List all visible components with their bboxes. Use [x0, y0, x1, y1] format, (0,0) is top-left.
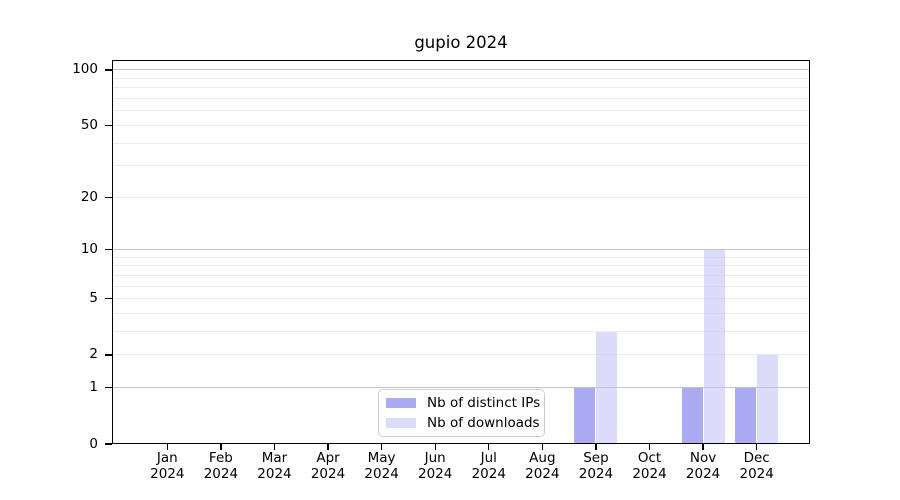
year-label: 2024 — [150, 465, 185, 482]
month-label: Apr — [316, 450, 340, 466]
year-label: 2024 — [203, 465, 239, 482]
bar-distinct-ips-nov — [681, 387, 703, 444]
y-tick-label: 100 — [72, 61, 98, 78]
minor-gridline — [112, 265, 810, 267]
minor-gridline — [112, 256, 810, 258]
bar-distinct-ips-sep — [574, 387, 596, 444]
y-tick-mark — [105, 354, 112, 356]
month-label: Jan — [156, 450, 178, 466]
year-label: 2024 — [685, 465, 721, 482]
legend-item-downloads: Nb of downloads — [386, 416, 540, 430]
y-tick-label: 0 — [89, 435, 98, 452]
year-label: 2024 — [418, 465, 453, 482]
month-label: Nov — [689, 450, 717, 466]
month-label: Jun — [424, 450, 446, 466]
y-tick-label: 1 — [89, 379, 98, 396]
x-tick-mark — [380, 444, 383, 450]
x-tick-label: Jun 2024 — [403, 450, 467, 482]
y-tick-label: 2 — [89, 346, 98, 363]
chart-title: gupio 2024 — [414, 33, 508, 52]
x-tick-label: Sep 2024 — [564, 450, 628, 482]
x-tick-mark — [648, 444, 651, 450]
major-gridline — [112, 387, 810, 389]
minor-gridline — [112, 142, 810, 144]
x-tick-mark — [166, 444, 168, 450]
minor-gridline — [112, 298, 810, 300]
distinct-ips-swatch — [386, 397, 416, 409]
x-tick-mark — [434, 444, 436, 450]
minor-gridline — [112, 77, 810, 79]
x-tick-mark — [220, 444, 222, 450]
x-tick-mark — [595, 444, 597, 450]
month-label: Oct — [637, 450, 662, 466]
x-tick-mark — [327, 444, 329, 450]
y-tick-label: 50 — [80, 116, 98, 133]
y-tick-label: 10 — [80, 241, 98, 258]
x-tick-label: Aug 2024 — [510, 450, 574, 482]
bar-distinct-ips-dec — [735, 387, 757, 444]
year-label: 2024 — [632, 465, 667, 482]
x-tick-label: Apr 2024 — [296, 450, 360, 482]
minor-gridline — [112, 124, 810, 126]
month-label: Mar — [261, 450, 288, 466]
downloads-swatch — [386, 417, 416, 429]
legend-label: Nb of distinct IPs — [427, 395, 541, 411]
legend-item-distinct-ips: Nb of distinct IPs — [386, 396, 540, 410]
month-label: Aug — [529, 450, 556, 466]
month-label: Dec — [743, 450, 770, 466]
y-tick-mark — [105, 249, 112, 251]
x-tick-mark — [273, 444, 276, 450]
year-label: 2024 — [578, 465, 614, 482]
y-tick-mark — [105, 443, 112, 445]
minor-gridline — [112, 313, 810, 315]
x-tick-label: May 2024 — [350, 450, 414, 482]
minor-gridline — [112, 98, 810, 100]
minor-gridline — [112, 274, 810, 276]
year-label: 2024 — [739, 465, 774, 482]
x-tick-label: Oct 2024 — [618, 450, 682, 482]
bar-downloads-sep — [596, 331, 618, 444]
x-tick-mark — [541, 444, 543, 450]
minor-gridline — [112, 87, 810, 89]
legend-label: Nb of downloads — [427, 415, 540, 431]
year-label: 2024 — [310, 465, 346, 482]
x-tick-mark — [756, 444, 758, 450]
x-tick-label: Feb 2024 — [189, 450, 253, 482]
month-label: Sep — [583, 450, 609, 466]
x-tick-label: Jul 2024 — [457, 450, 521, 482]
minor-gridline — [112, 331, 810, 333]
y-tick-label: 20 — [80, 188, 98, 205]
minor-gridline — [112, 285, 810, 287]
x-tick-mark — [702, 444, 704, 450]
x-tick-label: Jan 2024 — [135, 450, 199, 482]
y-tick-mark — [105, 298, 112, 300]
year-label: 2024 — [525, 465, 560, 482]
major-gridline — [112, 249, 810, 251]
x-tick-label: Nov 2024 — [671, 450, 735, 482]
x-tick-label: Mar 2024 — [242, 450, 306, 482]
year-label: 2024 — [257, 465, 292, 482]
minor-gridline — [112, 196, 810, 198]
y-tick-mark — [105, 69, 112, 71]
plot-area — [112, 60, 810, 444]
year-label: 2024 — [364, 465, 399, 482]
x-tick-mark — [488, 444, 490, 450]
y-tick-mark — [105, 196, 112, 198]
major-gridline — [112, 69, 810, 71]
legend: Nb of distinct IPs Nb of downloads — [378, 389, 545, 437]
x-tick-label: Dec 2024 — [725, 450, 789, 482]
bar-downloads-nov — [703, 249, 725, 444]
minor-gridline — [112, 110, 810, 112]
year-label: 2024 — [471, 465, 506, 482]
month-label: May — [367, 450, 396, 466]
bar-downloads-dec — [757, 354, 779, 444]
y-tick-mark — [105, 387, 112, 389]
month-label: Feb — [208, 450, 233, 466]
y-tick-mark — [105, 124, 112, 126]
minor-gridline — [112, 165, 810, 167]
y-tick-label: 5 — [89, 290, 98, 307]
month-label: Jul — [480, 450, 497, 466]
minor-gridline — [112, 354, 810, 356]
